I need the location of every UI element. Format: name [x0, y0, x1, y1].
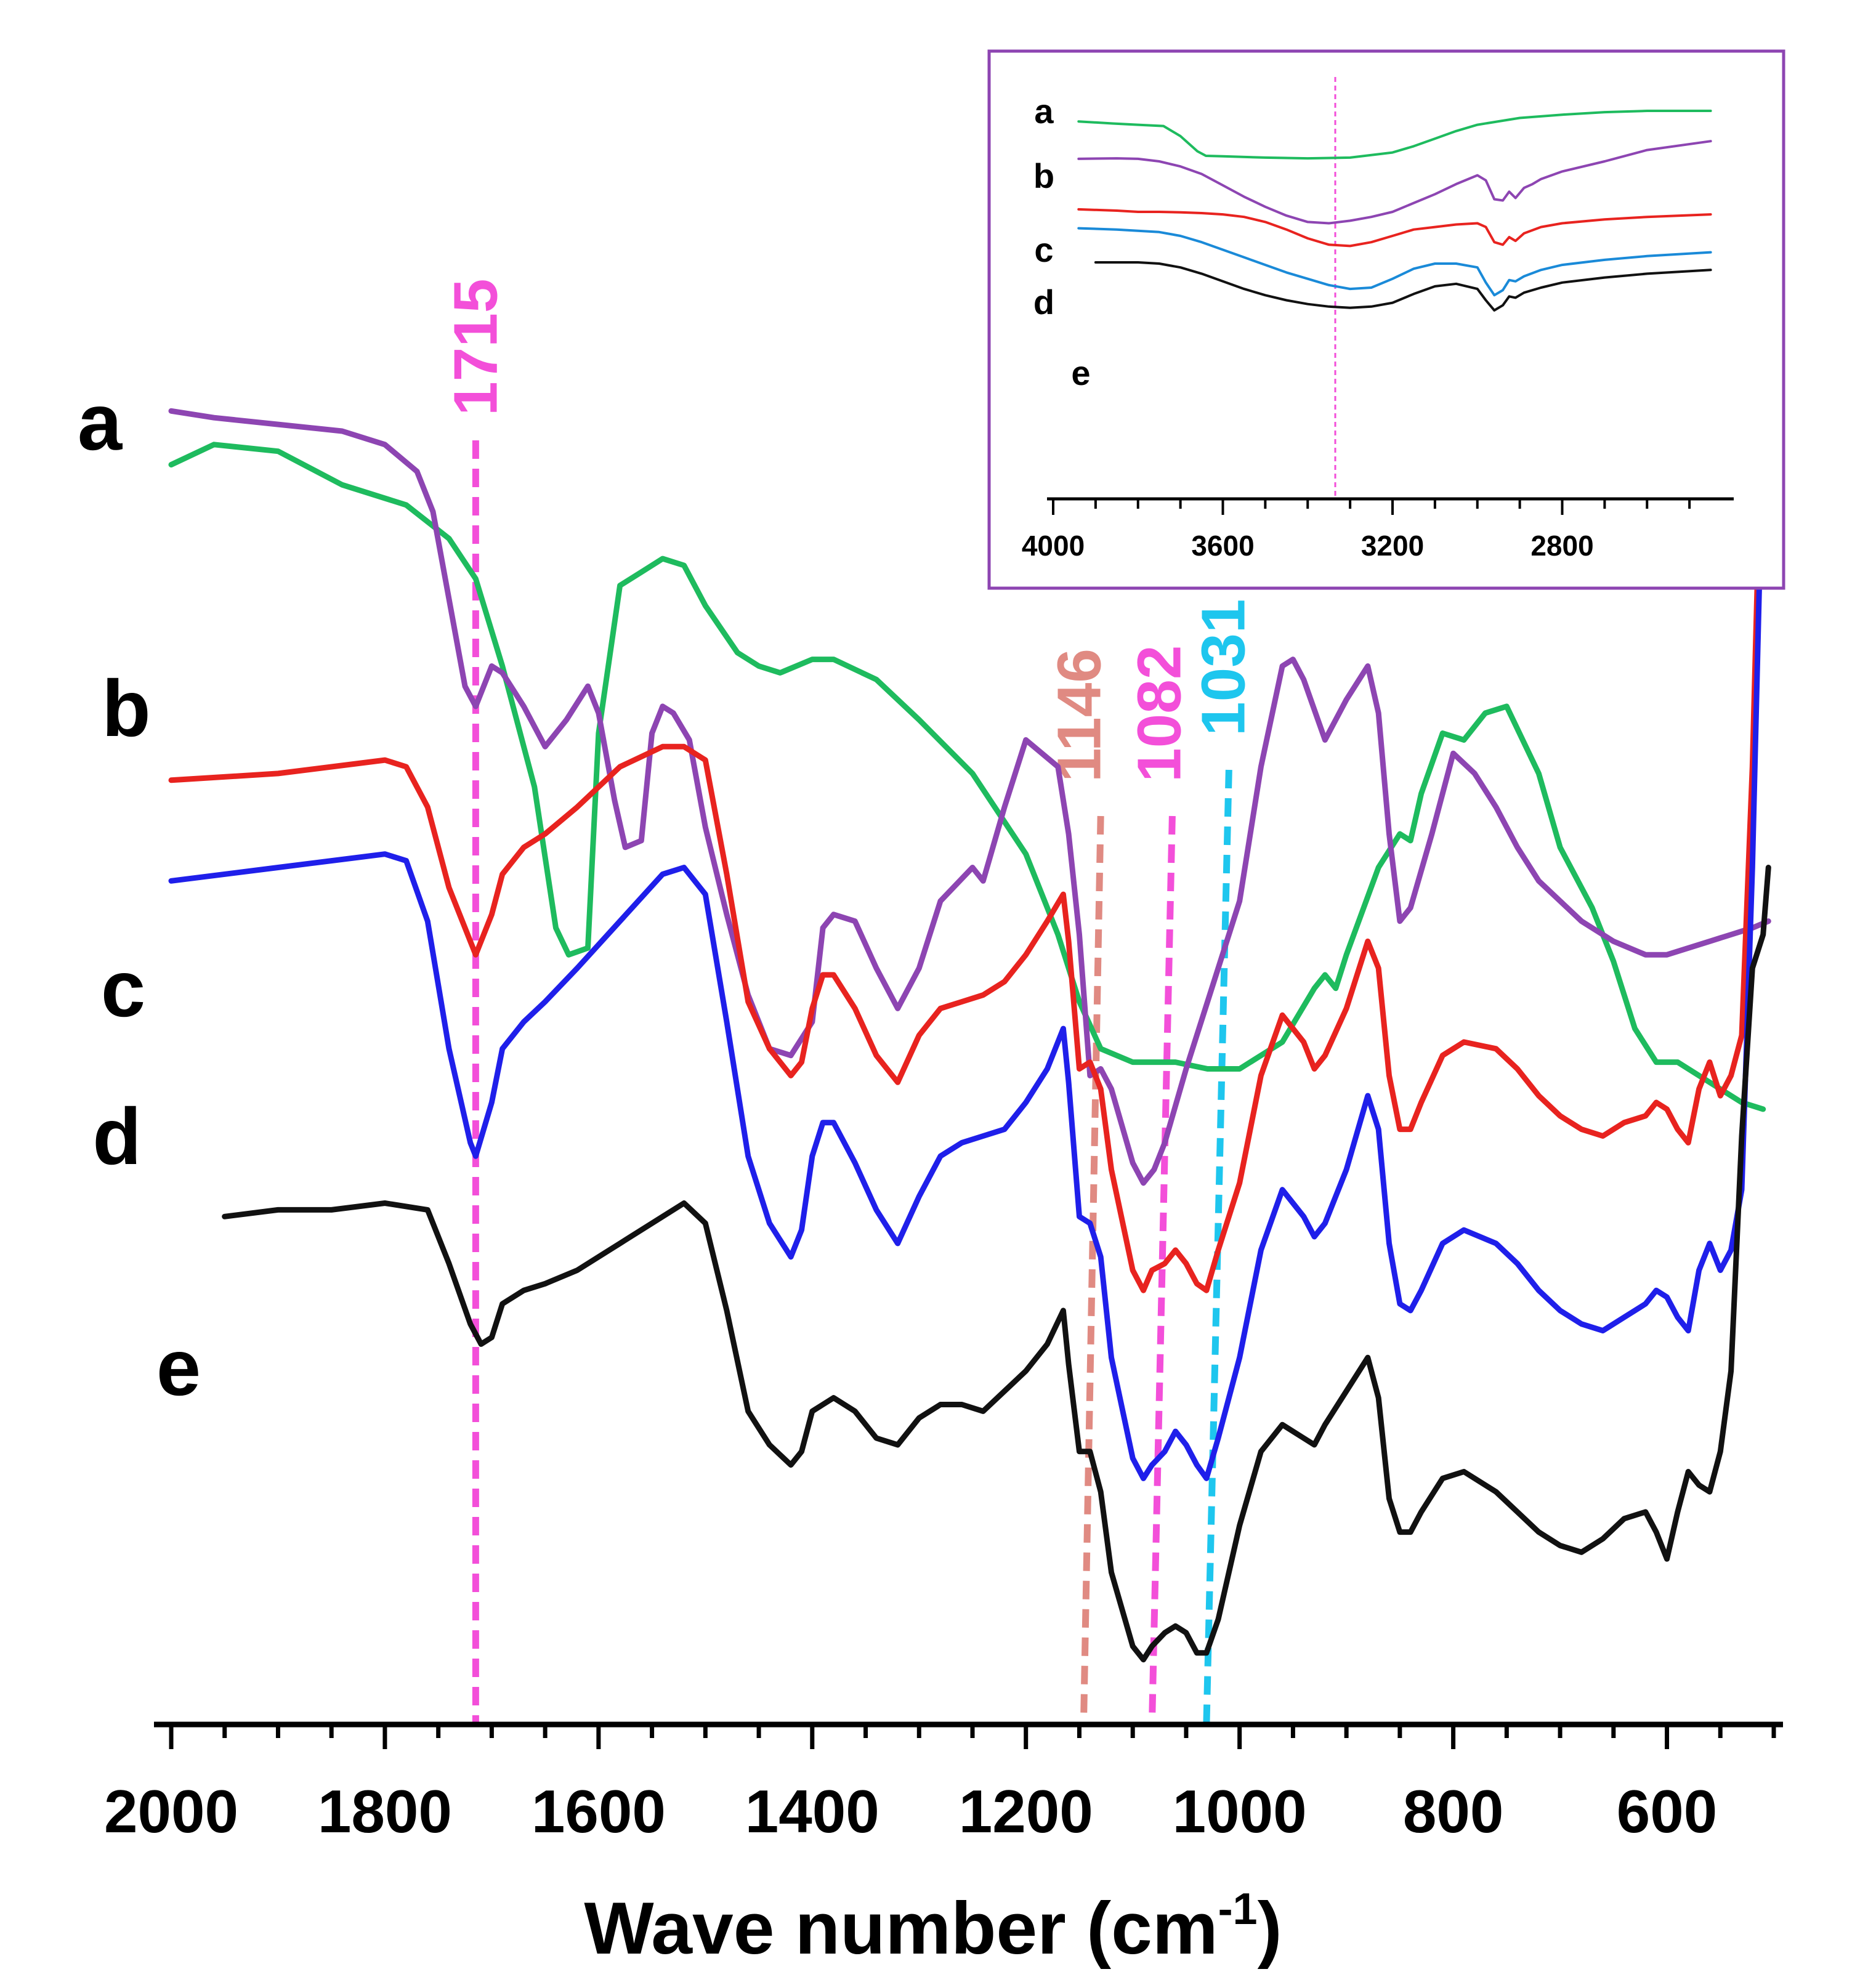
series-letter-c: c: [101, 944, 145, 1033]
x-axis-title: Wave number (cm-1): [584, 1885, 1282, 1970]
ref-line-1031: [1203, 769, 1232, 1725]
inset-series-group: [1077, 110, 1712, 312]
main-x-axis: 2000 1800 1600 1400 1200 1000 800 600: [104, 1721, 1783, 1845]
series-letter-e: e: [156, 1322, 201, 1412]
x-tick-label: 1000: [1173, 1777, 1307, 1845]
main-series-letters: a b cd e: [78, 377, 201, 1412]
series-line-a: [168, 442, 1766, 1112]
inset-series-letter-e: e: [1071, 354, 1090, 392]
series-line-e: [222, 865, 1771, 1663]
inset-series-letter-d: d: [1033, 283, 1054, 321]
series-letter-b: b: [102, 663, 150, 753]
main-series-group: [168, 106, 1771, 1663]
peak-label-1031: 1031: [1189, 599, 1258, 736]
x-tick-label: 2000: [104, 1777, 238, 1845]
inset-series-letter-c: c: [1034, 230, 1053, 269]
inset-series-line-a: [1077, 110, 1712, 160]
inset-x-axis: 4000 3600 3200 2800: [1022, 497, 1734, 562]
peak-label-1146: 1146: [1045, 649, 1114, 782]
inset-frame: [987, 49, 1785, 590]
inset-tick-label: 3200: [1361, 530, 1424, 562]
inset-series-letter-b: b: [1033, 156, 1054, 195]
x-tick-label: 800: [1403, 1777, 1504, 1845]
x-tick-label: 1800: [318, 1777, 452, 1845]
inset-series-line-c: [1077, 208, 1712, 248]
series-line-d: [168, 247, 1771, 1481]
x-tick-label: 1200: [959, 1777, 1093, 1845]
peak-label-1715: 1715: [441, 279, 510, 416]
inset-series-line-e: [1094, 261, 1712, 312]
series-letter-d: d: [92, 1091, 141, 1181]
peak-label-1082: 1082: [1125, 645, 1194, 782]
inset-tick-label: 3600: [1191, 530, 1254, 562]
ref-line-1082: [1148, 815, 1176, 1725]
inset-tick-label: 4000: [1022, 530, 1085, 562]
x-tick-label: 1600: [532, 1777, 666, 1845]
x-tick-label: 600: [1617, 1777, 1718, 1845]
series-line-c: [168, 106, 1771, 1293]
inset-series-letter-a: a: [1034, 92, 1054, 131]
series-letter-a: a: [78, 377, 123, 467]
x-tick-label: 1400: [745, 1777, 879, 1845]
series-line-b: [168, 408, 1771, 1186]
inset-tick-label: 2800: [1530, 530, 1593, 562]
inset-series-line-b: [1077, 140, 1712, 225]
inset-series-line-d: [1077, 227, 1712, 297]
ref-line-1146: [1080, 815, 1104, 1725]
